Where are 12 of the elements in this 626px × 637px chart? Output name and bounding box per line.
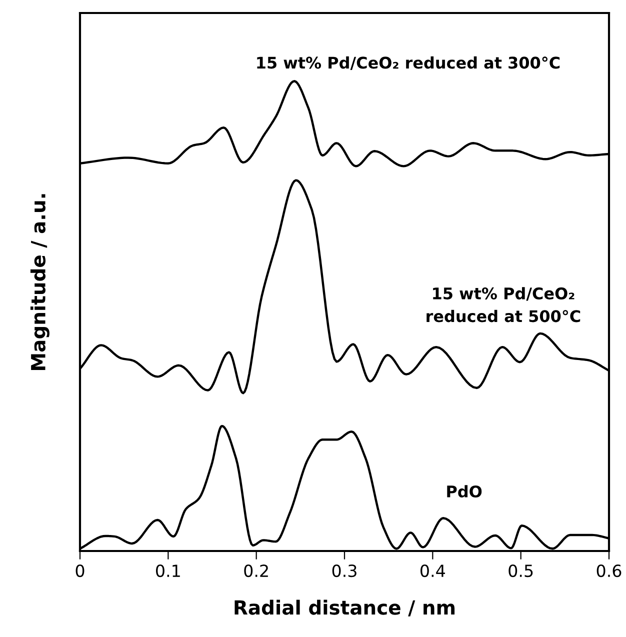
x-tick-label: 0.2: [244, 564, 268, 578]
x-axis-title: Radial distance / nm: [234, 600, 455, 616]
text: 15 wt% Pd/CeO₂ reduced at 300°C: [257, 56, 560, 70]
x-tick-label: 0.5: [508, 564, 533, 578]
x-tick-label: 0.4: [420, 564, 445, 578]
series-label: 15 wt% Pd/CeO₂ reduced at 500°C: [426, 287, 580, 322]
x-tick-label: 0.6: [596, 564, 622, 578]
x-tick-label: 0.1: [156, 564, 180, 578]
y-axis-title: Magnitude / a.u.: [30, 194, 50, 370]
x-tick-label: 0.3: [332, 564, 356, 578]
x-tick-label: 0: [76, 564, 84, 578]
series-label: PdO: [447, 485, 482, 498]
